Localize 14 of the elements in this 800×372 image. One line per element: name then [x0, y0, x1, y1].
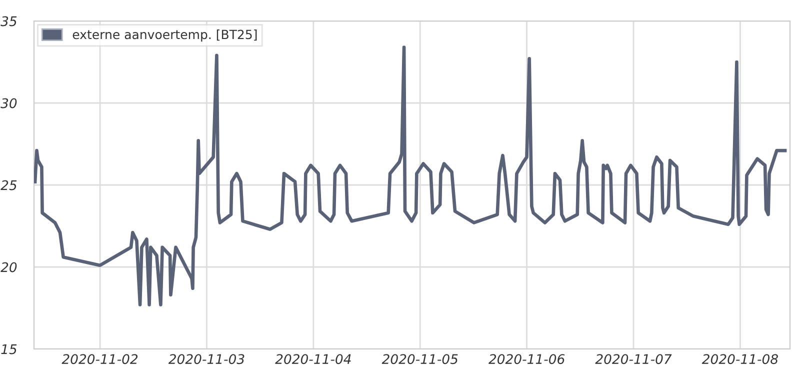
x-tick-label: 2020-11-08: [702, 354, 778, 364]
x-tick-label: 2020-11-03: [168, 354, 244, 364]
y-tick-label: 30: [0, 98, 17, 108]
x-tick-label: 2020-11-06: [488, 354, 565, 364]
x-tick-label: 2020-11-07: [595, 354, 672, 364]
y-tick-label: 35: [0, 16, 17, 26]
y-tick-label: 20: [0, 262, 17, 272]
y-tick-label: 25: [0, 180, 17, 190]
x-tick-label: 2020-11-05: [382, 354, 458, 364]
legend-label: externe aanvoertemp. [BT25]: [72, 30, 257, 42]
line-series: [34, 46, 787, 306]
y-tick-label: 15: [1, 344, 17, 354]
x-tick-label: 2020-11-02: [62, 354, 138, 364]
x-tick-label: 2020-11-04: [275, 354, 351, 364]
